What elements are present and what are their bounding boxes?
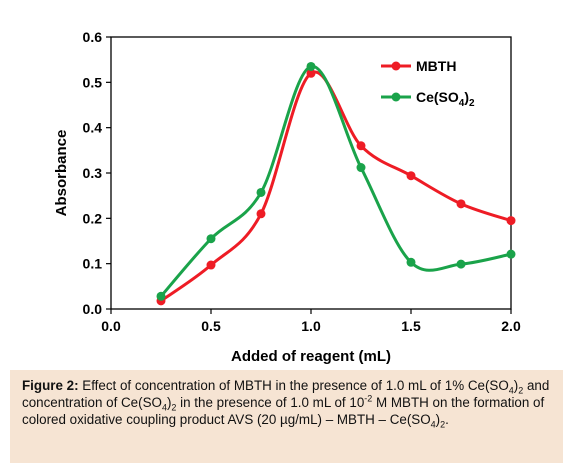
x-tick-label: 0.0 [101, 318, 121, 334]
legend-label-ce: Ce(SO4)2 [416, 89, 475, 109]
data-point-ce-so4-2 [406, 257, 416, 267]
y-tick-label: 0.2 [83, 210, 103, 226]
legend-marker-ce [391, 92, 401, 102]
data-point-mbth [406, 171, 416, 181]
caption-label: Figure 2: [22, 378, 79, 393]
caption-text-3: in the presence of 1.0 mL of 10 [176, 395, 365, 410]
data-point-mbth [506, 216, 516, 226]
y-tick-label: 0.6 [83, 29, 103, 45]
data-point-ce-so4-2 [356, 163, 366, 173]
caption-paren: ) [166, 395, 172, 410]
caption-text-4: M MBTH on the formation of colored oxida… [22, 395, 545, 427]
legend-label-mbth: MBTH [416, 58, 456, 74]
x-axis-label: Added of reagent (mL) [231, 348, 391, 365]
data-point-ce-so4-2 [306, 61, 316, 71]
y-tick-label: 0.4 [83, 120, 103, 136]
data-point-mbth [356, 141, 366, 151]
plot-frame [110, 36, 512, 310]
x-tick-label: 2.0 [501, 318, 521, 334]
series-layer [156, 61, 516, 306]
caption-paren: ) [513, 378, 519, 393]
caption-paren: ) [435, 412, 441, 427]
y-axis-label: Absorbance [53, 130, 70, 217]
y-tick-label: 0.5 [83, 74, 103, 90]
y-tick-label: 0.1 [83, 256, 103, 272]
data-point-mbth [206, 260, 216, 270]
y-tick-label: 0.0 [83, 301, 103, 317]
data-point-ce-so4-2 [256, 187, 266, 197]
caption-sub: 4 [430, 419, 436, 430]
data-point-ce-so4-2 [156, 291, 166, 301]
data-point-ce-so4-2 [506, 249, 516, 259]
caption-sub: 4 [161, 402, 167, 413]
data-point-ce-so4-2 [206, 234, 216, 244]
series-line-ce-so4-2 [159, 64, 512, 298]
caption-sup: -2 [364, 393, 373, 404]
y-tick-label: 0.3 [83, 165, 103, 181]
caption-sub: 2 [440, 419, 446, 430]
x-tick-label: 0.5 [201, 318, 221, 334]
caption-text-1: Effect of concentration of MBTH in the p… [78, 378, 509, 393]
data-point-mbth [456, 199, 466, 209]
legend: MBTH Ce(SO4)2 [381, 58, 475, 109]
line-chart: 0.0 0.1 0.2 0.3 0.4 0.5 0.6 0.0 0.5 1.0 1.5 2.0 Abs… [53, 29, 521, 365]
caption-period: . [445, 412, 449, 427]
x-tick-label: 1.0 [301, 318, 321, 334]
figure-caption: Figure 2: Effect of concentration of MBT… [10, 370, 563, 463]
axes: 0.0 0.1 0.2 0.3 0.4 0.5 0.6 0.0 0.5 1.0 1.5 2.0 [83, 29, 521, 334]
caption-sub: 4 [508, 385, 514, 396]
caption-sub: 2 [518, 385, 524, 396]
caption-text-2: and concentration of Ce(SO [22, 378, 550, 410]
caption-sub: 2 [171, 402, 177, 413]
x-tick-label: 1.5 [401, 318, 421, 334]
data-point-mbth [256, 209, 266, 219]
data-point-mbth [306, 68, 316, 78]
legend-marker-mbth [391, 61, 401, 71]
data-point-ce-so4-2 [456, 259, 466, 269]
